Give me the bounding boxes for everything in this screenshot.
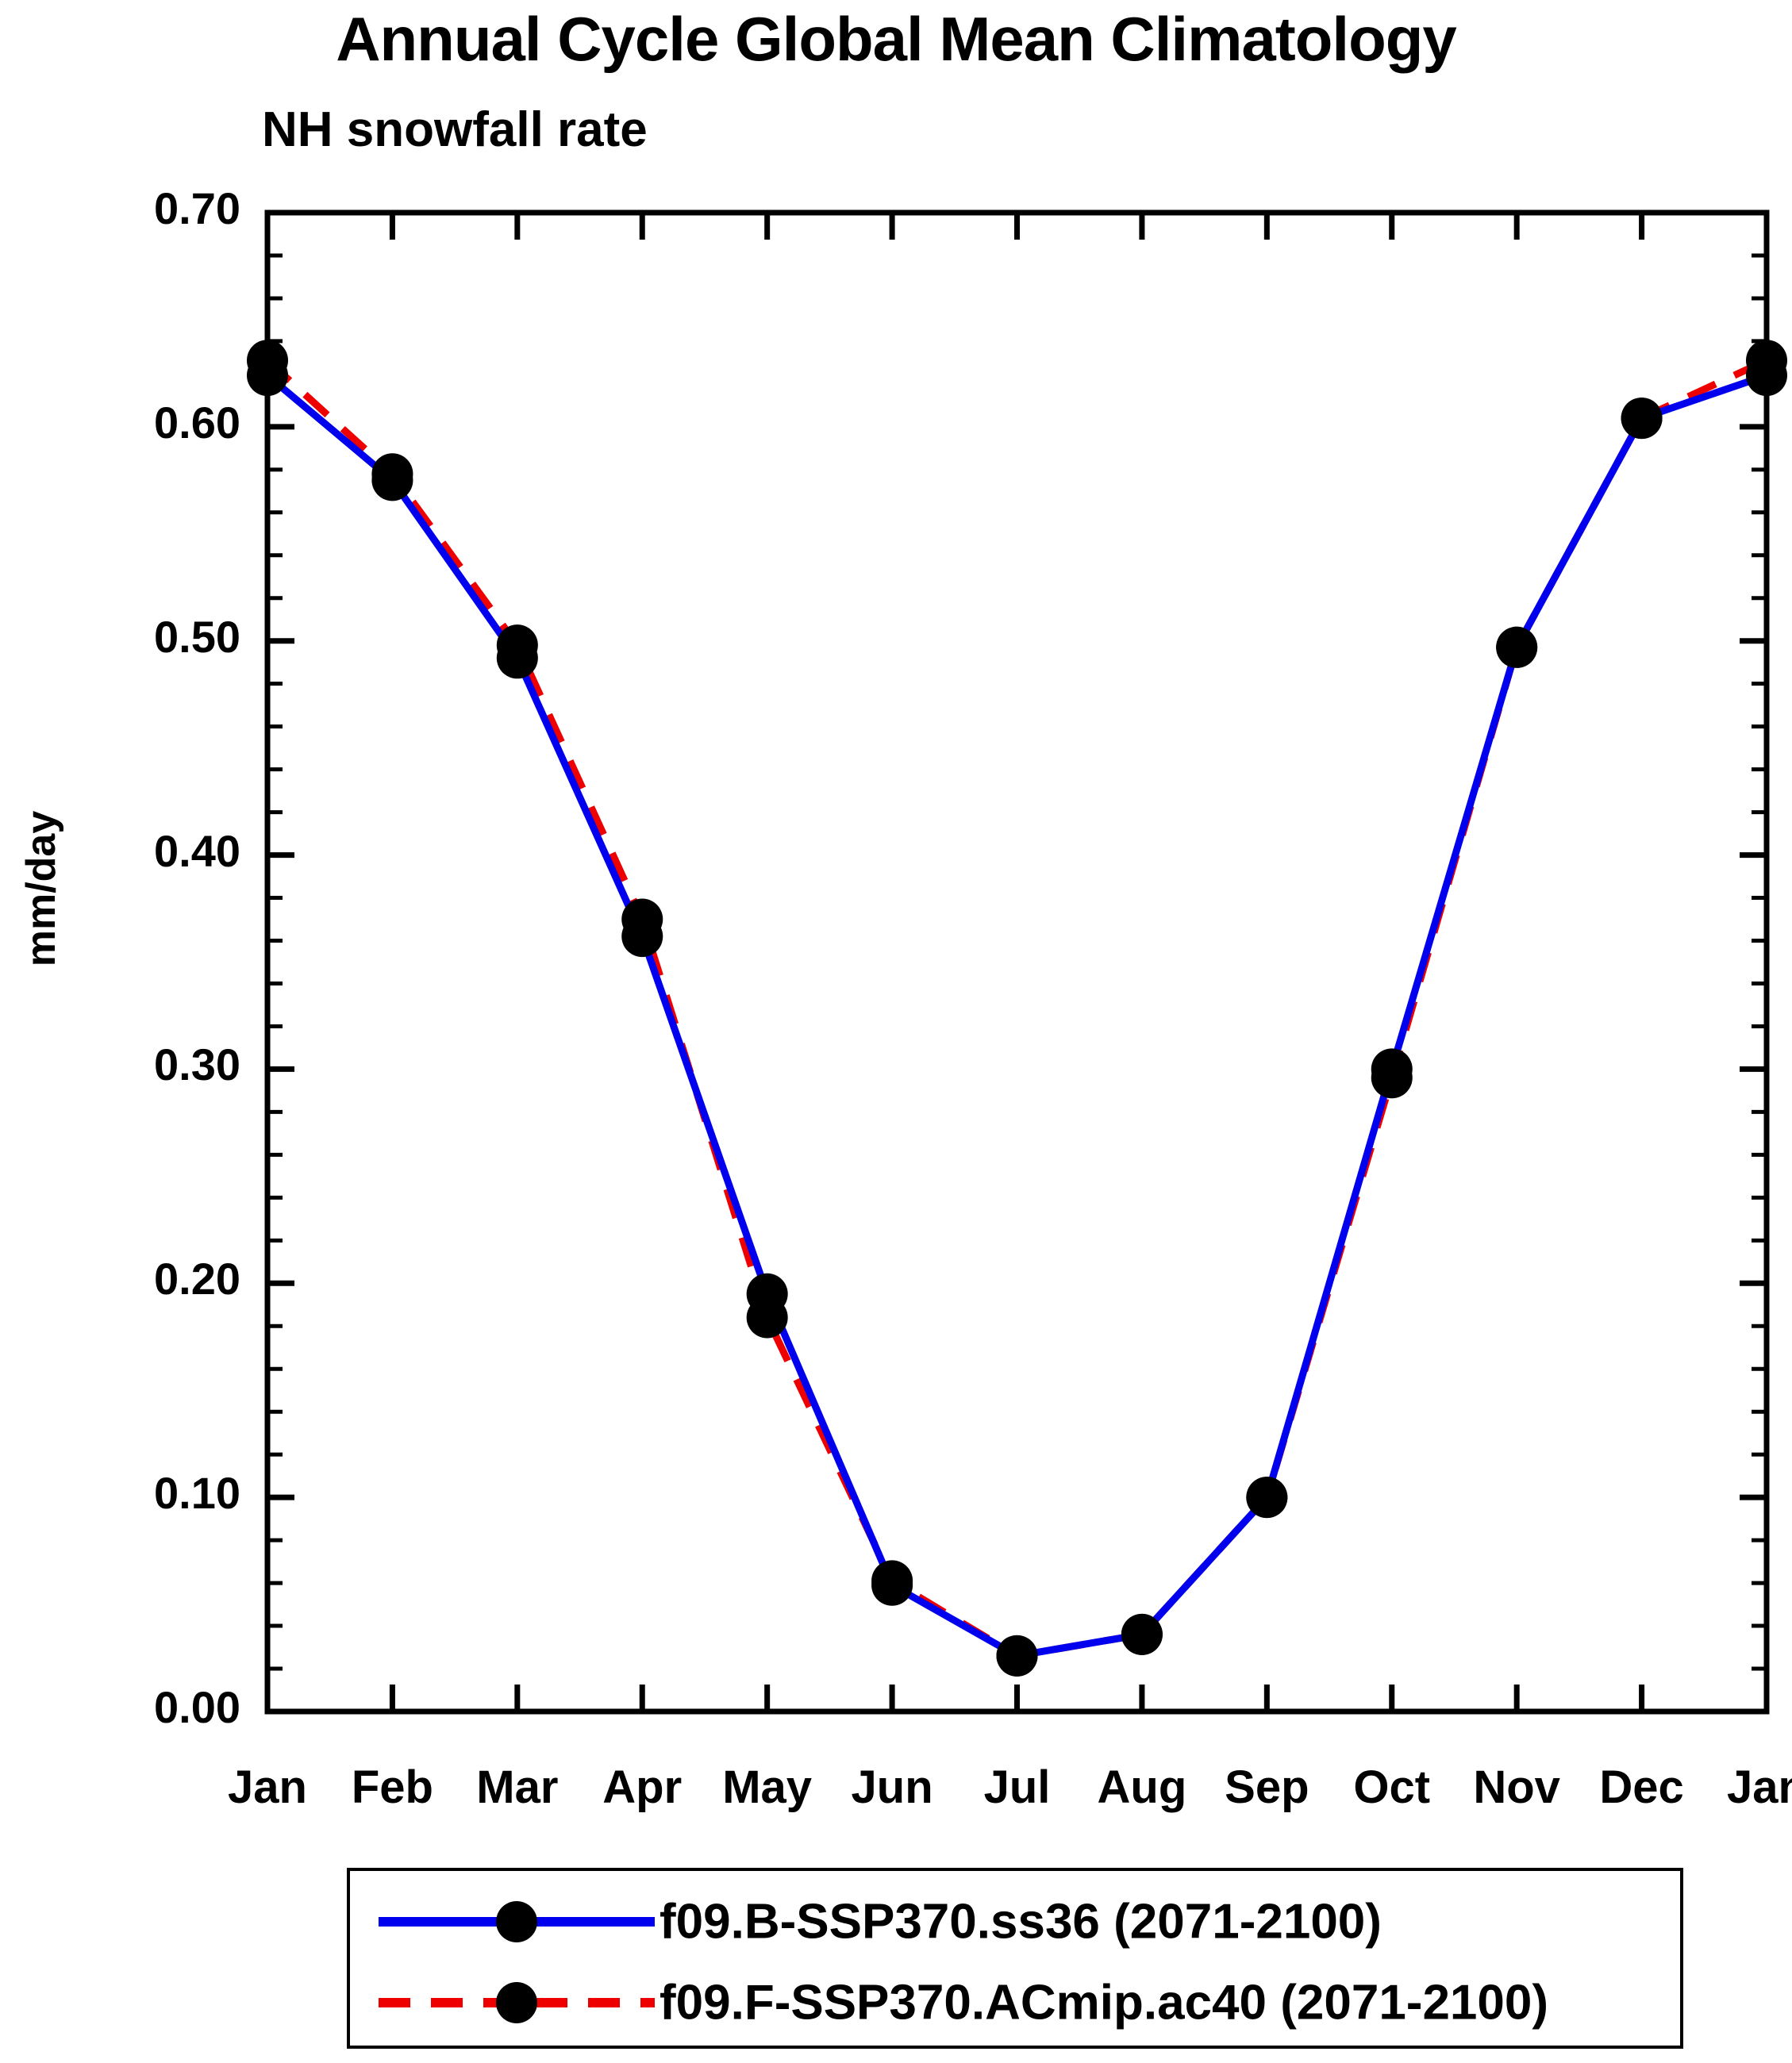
data-point-marker (1746, 355, 1787, 397)
x-tick-label: Dec (1599, 1761, 1684, 1813)
legend: f09.B-SSP370.ss36 (2071-2100) f09.F-SSP37… (347, 1868, 1683, 2049)
x-tick-label: Feb (351, 1761, 433, 1813)
data-point-marker (1246, 1477, 1288, 1519)
data-point-marker (1371, 1048, 1413, 1090)
x-tick-label: Mar (476, 1761, 559, 1813)
x-tick-label: Apr (602, 1761, 683, 1813)
series-line-1 (265, 371, 1768, 1660)
data-point-marker (1121, 1613, 1163, 1655)
x-tick-label: Nov (1473, 1761, 1560, 1813)
x-tick-label: Jul (983, 1761, 1051, 1813)
y-tick-label: 0.40 (154, 825, 240, 876)
y-tick-label: 0.10 (154, 1468, 240, 1519)
legend-label: f09.F-SSP370.ACmip.ac40 (2071-2100) (660, 1975, 1549, 2030)
legend-marker (496, 1901, 537, 1942)
y-tick-label: 0.60 (154, 397, 240, 448)
data-point-marker (371, 459, 413, 501)
data-point-marker (996, 1635, 1038, 1677)
x-tick-label: Jun (851, 1761, 933, 1813)
data-point-marker (621, 916, 663, 958)
x-tick-label: May (722, 1761, 813, 1813)
data-point-marker (247, 355, 288, 397)
x-tick-label: Jan (228, 1761, 307, 1813)
legend-line-sample (374, 1882, 660, 1961)
x-tick-label: Sep (1225, 1761, 1309, 1813)
data-point-marker (871, 1564, 913, 1606)
legend-label: f09.B-SSP370.ss36 (2071-2100) (660, 1894, 1382, 1950)
legend-marker (496, 1982, 537, 2023)
legend-item[interactable]: f09.B-SSP370.ss36 (2071-2100) (350, 1882, 1686, 1961)
x-tick-label: Aug (1097, 1761, 1187, 1813)
data-point-marker (496, 637, 538, 679)
y-tick-label: 0.00 (154, 1682, 240, 1732)
legend-item[interactable]: f09.F-SSP370.ACmip.ac40 (2071-2100) (350, 1963, 1686, 2042)
chart-subtitle: NH snowfall rate (262, 102, 648, 157)
y-tick-label: 0.50 (154, 611, 240, 662)
data-point-marker (1496, 626, 1538, 668)
x-tick-label: Oct (1353, 1761, 1431, 1813)
data-point-marker (1621, 398, 1663, 440)
series-line-2 (264, 357, 1768, 1660)
y-tick-label: 0.20 (154, 1254, 240, 1304)
x-tick-label: Jan (1727, 1761, 1792, 1813)
y-tick-label: 0.70 (154, 183, 240, 233)
page-title: Annual Cycle Global Mean Climatology (336, 4, 1457, 74)
y-tick-label: 0.30 (154, 1039, 240, 1090)
data-point-marker (746, 1273, 788, 1315)
legend-line-sample (374, 1963, 660, 2042)
